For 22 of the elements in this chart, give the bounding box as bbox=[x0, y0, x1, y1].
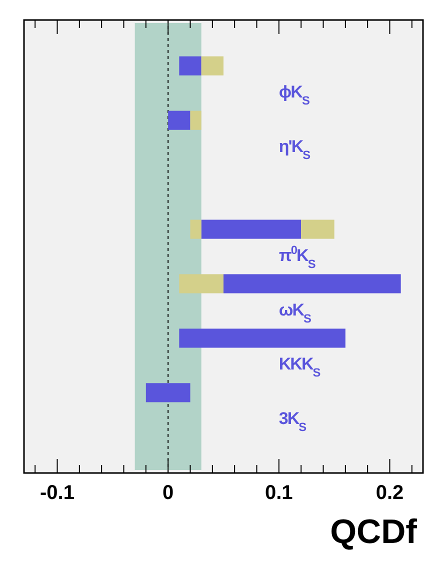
x-tick-label: 0 bbox=[162, 482, 174, 504]
bar bbox=[201, 220, 302, 239]
bar bbox=[179, 56, 202, 76]
bar bbox=[190, 110, 202, 130]
y-tick-label: 3K$_{S}$ bbox=[278, 409, 307, 434]
bar bbox=[168, 110, 190, 130]
y-tick-label: π$^{0}$K$_{S}$ bbox=[278, 242, 316, 271]
x-tick-label: -0.1 bbox=[40, 482, 74, 504]
x-tick-label: 0.2 bbox=[376, 482, 404, 504]
bar bbox=[301, 220, 334, 239]
bar bbox=[179, 274, 224, 294]
y-tick-label: KKK$_{S}$ bbox=[278, 354, 321, 380]
bar bbox=[146, 383, 190, 402]
y-tick-label: η'K$_{S}$ bbox=[278, 136, 311, 162]
text: QCDf bbox=[330, 513, 418, 551]
x-tick-label: 0.1 bbox=[265, 482, 293, 504]
y-tick-label: ϕK$_{S}$ bbox=[278, 82, 310, 108]
bar bbox=[224, 274, 401, 294]
y-tick-label: ωK$_{S}$ bbox=[278, 300, 312, 326]
bar bbox=[179, 328, 346, 348]
bar bbox=[201, 56, 224, 76]
bar bbox=[190, 220, 202, 239]
